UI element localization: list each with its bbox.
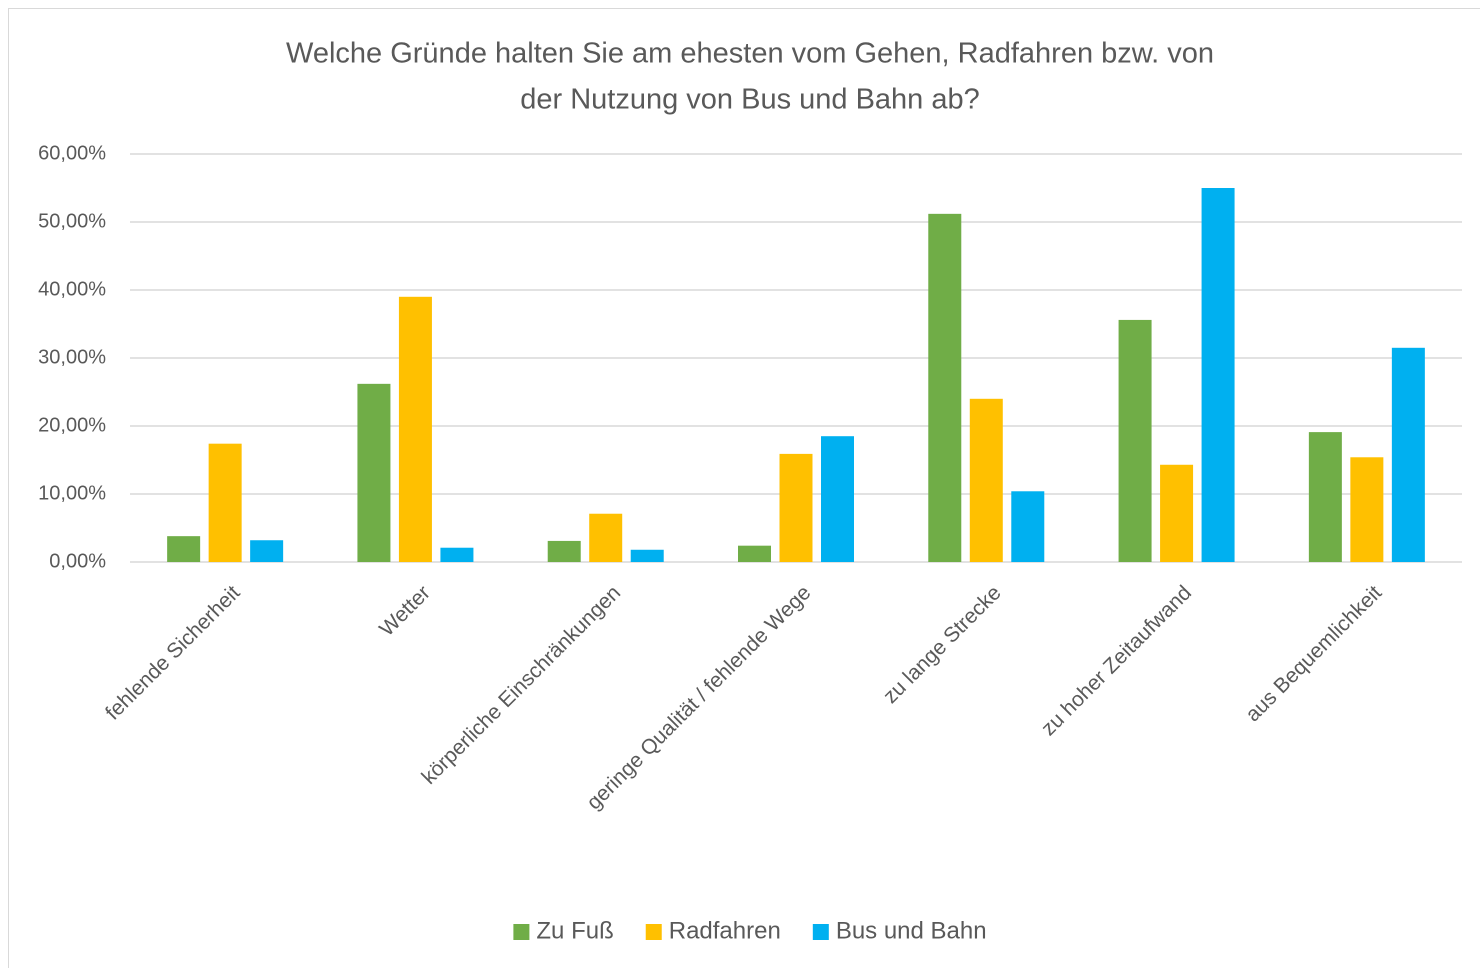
bar	[208, 443, 242, 562]
legend-label: Radfahren	[669, 917, 781, 944]
bar	[630, 549, 664, 562]
y-tick-label: 60,00%	[38, 142, 106, 164]
y-tick-label: 0,00%	[49, 550, 106, 572]
bar	[167, 536, 201, 562]
legend-label: Zu Fuß	[536, 917, 613, 944]
y-tick-label: 20,00%	[38, 414, 106, 436]
bar	[547, 540, 581, 562]
chart-title: Welche Gründe halten Sie am ehesten vom …	[286, 38, 1214, 70]
bar	[1391, 347, 1425, 562]
bar	[250, 540, 284, 562]
legend-swatch	[645, 924, 662, 940]
y-tick-label: 30,00%	[38, 346, 106, 368]
bar	[398, 296, 432, 562]
bar	[738, 545, 771, 562]
bar	[1011, 491, 1045, 562]
bar	[779, 453, 813, 562]
legend-label: Bus und Bahn	[836, 917, 987, 944]
bar	[589, 513, 623, 562]
y-tick-label: 40,00%	[38, 278, 106, 300]
bar	[821, 436, 854, 562]
bar	[1118, 319, 1152, 562]
chart-frame	[8, 8, 1480, 968]
legend-swatch	[812, 924, 829, 940]
legend-swatch	[513, 924, 530, 940]
bar	[1308, 432, 1342, 562]
chart-title: der Nutzung von Bus und Bahn ab?	[520, 84, 980, 116]
bar	[357, 383, 391, 562]
y-tick-label: 10,00%	[38, 482, 106, 504]
bar	[440, 547, 474, 562]
bar	[1350, 457, 1384, 562]
bar	[928, 213, 962, 562]
bar	[969, 398, 1003, 562]
bar	[1160, 464, 1194, 562]
bar	[1201, 188, 1235, 562]
y-tick-label: 50,00%	[38, 210, 106, 232]
